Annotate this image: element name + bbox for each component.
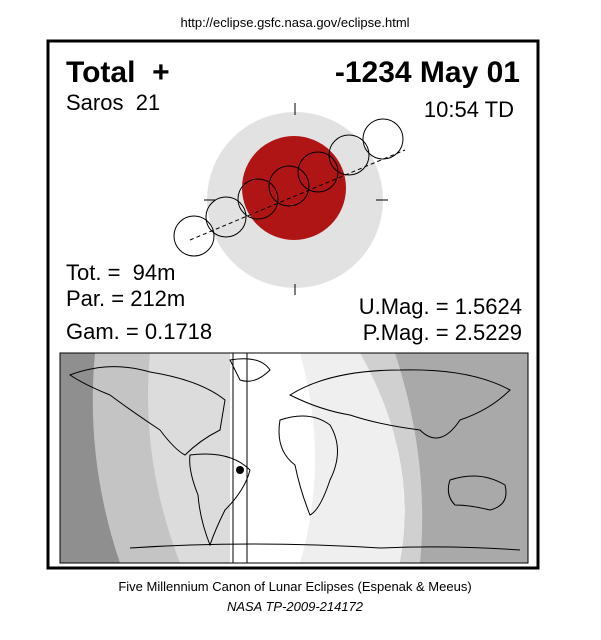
totality-duration: Tot. = 94m [66, 260, 175, 285]
time: 10:54 TD [424, 97, 514, 122]
saros: Saros 21 [66, 90, 160, 115]
gamma: Gam. = 0.1718 [66, 319, 212, 344]
eclipse-type: Total + [66, 56, 170, 89]
australia [447, 475, 507, 511]
sub-lunar-point [236, 466, 244, 474]
partial-duration: Par. = 212m [66, 286, 185, 311]
moon [205, 196, 247, 238]
moon [173, 215, 215, 257]
moon [237, 178, 279, 220]
footer-reference: NASA TP-2009-214172 [227, 599, 364, 614]
shade [360, 353, 423, 563]
shade [300, 353, 405, 563]
eclipse-geometry [173, 103, 406, 295]
world-map [59, 352, 529, 564]
footer-credit: Five Millennium Canon of Lunar Eclipses … [118, 579, 471, 594]
umbra [242, 136, 346, 240]
antarctica [129, 543, 521, 551]
eclipse-date: -1234 May 01 [335, 56, 520, 89]
shade [148, 353, 230, 563]
map-border [59, 352, 529, 564]
moon-path [189, 149, 406, 241]
umbral-magnitude: U.Mag. = 1.5624 [359, 294, 522, 319]
eurasia [288, 369, 511, 439]
africa [278, 415, 338, 516]
moon [328, 134, 370, 176]
moon [268, 165, 310, 207]
penumbral-magnitude: P.Mag. = 2.5229 [363, 320, 522, 345]
url: http://eclipse.gsfc.nasa.gov/eclipse.htm… [180, 15, 409, 30]
north-america [68, 366, 226, 456]
moon [362, 118, 404, 160]
south-america [189, 453, 251, 547]
